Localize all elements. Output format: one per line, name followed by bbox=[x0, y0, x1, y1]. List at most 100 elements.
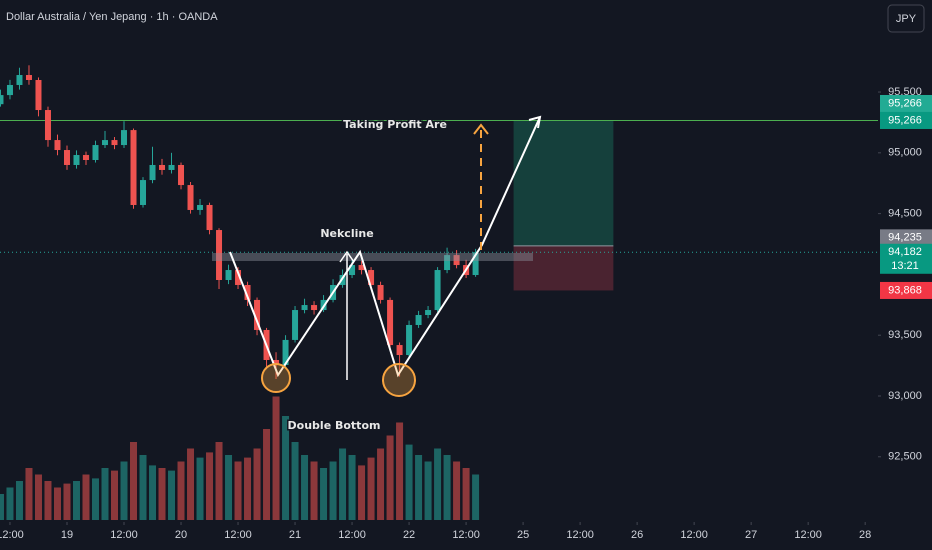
volume-bar bbox=[130, 442, 138, 520]
candle-body bbox=[396, 345, 403, 356]
x-tick-label: 28 bbox=[859, 529, 871, 541]
y-tick-label: 93,000 bbox=[888, 390, 922, 402]
candle-body bbox=[415, 315, 422, 325]
volume-bar bbox=[120, 461, 128, 520]
y-tick-label: 95,500 bbox=[888, 86, 922, 98]
candle-body bbox=[16, 75, 23, 85]
candle-body bbox=[82, 155, 89, 160]
candle-body bbox=[111, 140, 118, 146]
candle-body bbox=[368, 270, 375, 285]
price-tag bbox=[880, 229, 932, 247]
volume-bar bbox=[415, 455, 423, 520]
x-tick-label: 12:00 bbox=[680, 529, 708, 541]
price-tag bbox=[880, 111, 932, 129]
candle-body bbox=[387, 299, 394, 346]
candle-body bbox=[44, 110, 51, 141]
volume-bar bbox=[149, 465, 157, 520]
volume-bar bbox=[453, 461, 461, 520]
price-tag-label: 95,266 bbox=[888, 114, 922, 126]
volume-bar bbox=[158, 468, 166, 520]
volume-bar bbox=[462, 468, 470, 520]
candle-body bbox=[244, 284, 251, 300]
candle-body bbox=[197, 204, 204, 210]
annotation: Taking Profit Are bbox=[343, 118, 447, 131]
candle-body bbox=[168, 164, 175, 170]
volume-bar bbox=[253, 448, 261, 520]
price-tag-label: 94,235 bbox=[888, 232, 922, 244]
price-tag-label: 94,182 bbox=[888, 246, 922, 258]
candle-body bbox=[35, 80, 42, 111]
volume-bar bbox=[234, 461, 242, 520]
volume-bar bbox=[282, 416, 290, 520]
x-tick-label: 12:00 bbox=[110, 529, 138, 541]
price-tag bbox=[880, 281, 932, 299]
y-tick-label: 92,500 bbox=[888, 451, 922, 463]
candle-body bbox=[358, 265, 365, 271]
volume-bar bbox=[34, 474, 42, 520]
y-tick-label: 95,000 bbox=[888, 147, 922, 159]
pattern-path bbox=[229, 116, 541, 378]
candle-body bbox=[453, 255, 460, 266]
price-tag bbox=[880, 94, 932, 112]
volume-bar bbox=[101, 468, 109, 520]
volume-bar bbox=[320, 468, 328, 520]
candle-body bbox=[216, 230, 223, 280]
candle-body bbox=[292, 310, 299, 340]
countdown: 13:21 bbox=[891, 260, 919, 272]
volume-bar bbox=[263, 429, 271, 520]
currency-button[interactable] bbox=[887, 4, 925, 33]
volume-bar bbox=[396, 422, 404, 520]
candle-body bbox=[206, 204, 213, 231]
candle-body bbox=[311, 305, 318, 311]
candle-body bbox=[472, 252, 479, 276]
price-tag-label: 95,266 bbox=[888, 97, 922, 109]
x-tick-label: 25 bbox=[517, 529, 529, 541]
currency-button-label[interactable]: JPY bbox=[896, 13, 917, 25]
candle-body bbox=[434, 270, 441, 311]
arrow-head bbox=[528, 115, 542, 129]
candle-body bbox=[225, 270, 232, 280]
arrow-head bbox=[339, 250, 355, 263]
candle-body bbox=[101, 140, 108, 146]
candle-body bbox=[178, 164, 185, 186]
volume-bar bbox=[187, 448, 195, 520]
candle-body bbox=[73, 155, 80, 165]
volume-bar bbox=[434, 448, 442, 520]
candle-body bbox=[63, 150, 70, 165]
x-tick-label: 27 bbox=[745, 529, 757, 541]
volume-bar bbox=[329, 461, 337, 520]
volume-bar bbox=[72, 481, 80, 520]
drawings bbox=[212, 115, 542, 397]
candle-body bbox=[130, 130, 137, 205]
candle-body bbox=[140, 180, 147, 205]
volume-bar bbox=[291, 442, 299, 520]
target-zone bbox=[513, 120, 614, 246]
candle-body bbox=[187, 185, 194, 210]
x-tick-label: 20 bbox=[175, 529, 187, 541]
x-tick-label: 12:00 bbox=[452, 529, 480, 541]
volume-bar bbox=[82, 474, 90, 520]
x-tick-label: 19 bbox=[61, 529, 73, 541]
candle-body bbox=[254, 299, 261, 330]
volume-bar bbox=[206, 452, 214, 520]
x-tick-label: 12:00 bbox=[794, 529, 822, 541]
annotation: Nekcline bbox=[320, 227, 373, 240]
volume-bar bbox=[443, 455, 451, 520]
volume-bar bbox=[44, 481, 52, 520]
candle-body bbox=[159, 164, 166, 170]
x-tick-label: 12:00 bbox=[224, 529, 252, 541]
stop-zone bbox=[513, 245, 614, 291]
x-tick-label: 12:00 bbox=[0, 529, 24, 541]
volume-bar bbox=[0, 494, 4, 520]
volume-bar bbox=[310, 461, 318, 520]
volume-bar bbox=[215, 442, 223, 520]
y-tick-label: 93,500 bbox=[888, 329, 922, 341]
candle-body bbox=[54, 140, 61, 151]
volume-bar bbox=[91, 478, 99, 520]
candle-body bbox=[339, 275, 346, 285]
price-tag-label: 93,868 bbox=[888, 284, 922, 296]
candle-body bbox=[149, 164, 156, 181]
bottom-circle bbox=[261, 363, 291, 393]
